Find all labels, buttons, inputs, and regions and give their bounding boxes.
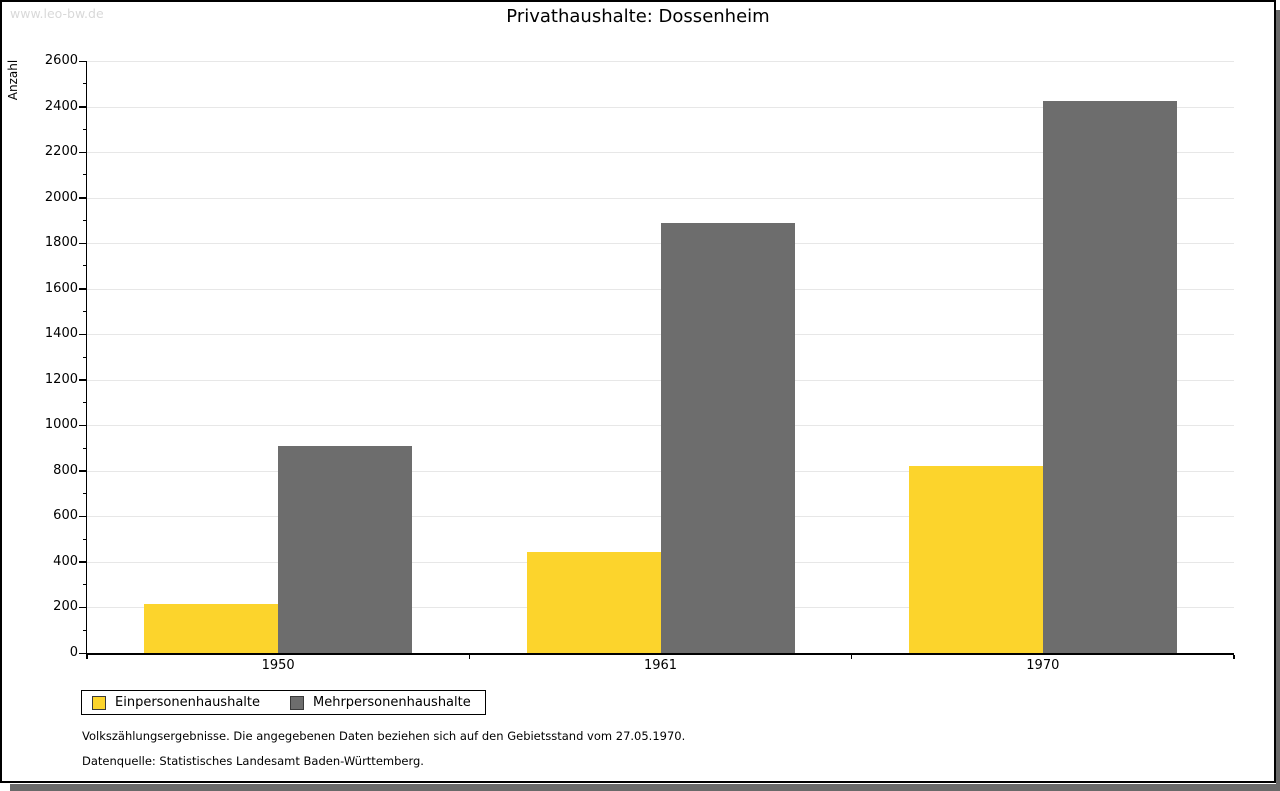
- y-tick-label-400: 400: [53, 553, 78, 569]
- watermark: www.leo-bw.de: [10, 6, 104, 21]
- x-tick-label-1950: 1950: [261, 658, 295, 673]
- y-minor-tick-100: [83, 629, 87, 631]
- bar-mehrpersonenhaushalte-1961: [660, 222, 795, 653]
- y-minor-tick-500: [83, 538, 87, 540]
- footer-note: Volkszählungsergebnisse. Die angegebenen…: [82, 729, 686, 743]
- y-tick-label-2600: 2600: [44, 53, 78, 68]
- y-major-tick-400: [79, 561, 87, 563]
- legend-label: Mehrpersonenhaushalte: [313, 695, 471, 710]
- y-minor-tick-1300: [83, 356, 87, 358]
- y-tick-label-2000: 2000: [44, 189, 78, 205]
- bar-einpersonenhaushalte-1970: [908, 466, 1043, 653]
- y-major-tick-2200: [79, 151, 87, 154]
- legend-label: Einpersonenhaushalte: [115, 695, 260, 710]
- x-tick-3: [1233, 654, 1235, 659]
- y-major-tick-2400: [79, 106, 87, 108]
- y-tick-label-600: 600: [53, 508, 78, 524]
- y-major-tick-1800: [79, 242, 87, 245]
- y-major-tick-2600: [79, 60, 87, 62]
- y-minor-tick-1500: [83, 310, 87, 312]
- y-major-tick-1000: [79, 424, 87, 427]
- y-tick-label-2400: 2400: [44, 98, 78, 114]
- y-minor-tick-700: [83, 493, 87, 495]
- y-minor-tick-2300: [83, 128, 87, 130]
- x-tick-label-1961: 1961: [643, 658, 678, 673]
- footer-source: Datenquelle: Statistisches Landesamt Bad…: [82, 754, 424, 768]
- y-axis-line: [85, 61, 87, 654]
- gridline-2400: [87, 106, 1234, 108]
- gridline-2000: [87, 197, 1234, 199]
- y-tick-label-1800: 1800: [44, 235, 78, 251]
- chart-title: Privathaushalte: Dossenheim: [506, 6, 770, 27]
- y-minor-tick-300: [83, 584, 87, 586]
- y-tick-label-1000: 1000: [44, 417, 78, 433]
- x-axis-line: [85, 653, 1234, 655]
- y-tick-label-0: 0: [69, 645, 78, 660]
- y-minor-tick-1700: [83, 265, 87, 267]
- legend-box: Einpersonenhaushalte Mehrpersonenhaushalt…: [81, 690, 486, 715]
- legend-item-mehrpersonenhaushalte: Mehrpersonenhaushalte: [290, 695, 471, 710]
- y-tick-label-200: 200: [53, 599, 78, 615]
- y-tick-label-2200: 2200: [44, 144, 78, 160]
- legend-item-einpersonenhaushalte: Einpersonenhaushalte: [92, 695, 260, 710]
- y-major-tick-1600: [79, 288, 87, 290]
- x-tick-0: [86, 654, 88, 659]
- y-major-tick-200: [79, 606, 87, 609]
- x-tick-1: [468, 654, 471, 659]
- bar-einpersonenhaushalte-1950: [144, 604, 279, 653]
- page-shadow-right: [1276, 10, 1280, 791]
- y-tick-label-1200: 1200: [44, 371, 78, 387]
- x-tick-label-1970: 1970: [1026, 658, 1060, 673]
- y-minor-tick-1100: [83, 402, 87, 404]
- bar-mehrpersonenhaushalte-1950: [278, 445, 413, 653]
- y-tick-label-1600: 1600: [44, 280, 78, 296]
- y-major-tick-800: [79, 470, 87, 472]
- y-minor-tick-1900: [83, 219, 87, 221]
- bar-einpersonenhaushalte-1961: [526, 551, 661, 653]
- y-tick-label-800: 800: [53, 462, 78, 478]
- legend-swatch-icon: [92, 695, 106, 710]
- y-tick-label-1400: 1400: [44, 326, 78, 342]
- y-minor-tick-2100: [83, 174, 87, 176]
- y-major-tick-2000: [79, 197, 87, 199]
- y-minor-tick-2500: [83, 83, 87, 85]
- y-major-tick-0: [79, 652, 87, 654]
- bar-mehrpersonenhaushalte-1970: [1042, 100, 1177, 653]
- x-tick-2: [850, 654, 853, 659]
- legend-swatch-icon: [290, 695, 304, 710]
- gridline-2200: [87, 152, 1234, 154]
- y-major-tick-1200: [79, 379, 87, 381]
- y-major-tick-1400: [79, 333, 87, 336]
- y-major-tick-600: [79, 515, 87, 518]
- gridline-2600: [87, 61, 1234, 62]
- y-minor-tick-900: [83, 447, 87, 449]
- page-shadow-bottom: [10, 784, 1280, 791]
